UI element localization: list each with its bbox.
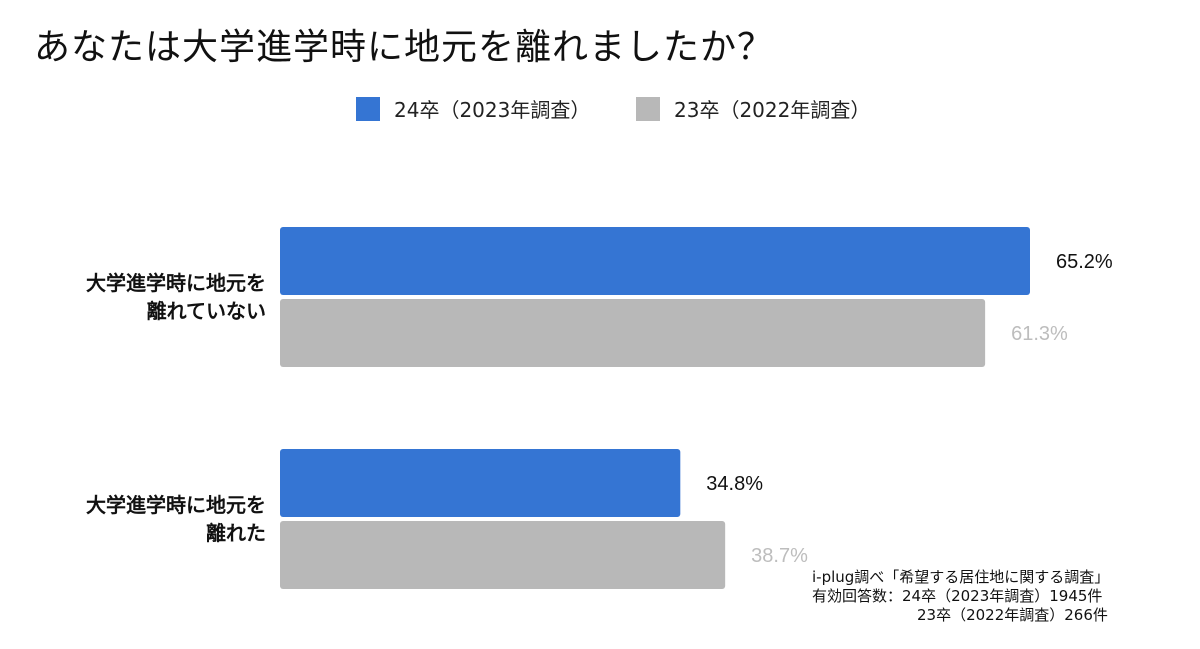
data-label-not-left-2023: 61.3% — [1011, 323, 1068, 345]
legend-item-2023: 23卒（2022年調査） — [636, 94, 870, 123]
legend-label-2023: 23卒（2022年調査） — [674, 98, 871, 122]
legend-swatch-2024 — [356, 96, 380, 121]
data-label-not-left-2024: 65.2% — [1056, 251, 1113, 273]
bar-not-left-2024 — [280, 227, 1030, 295]
legend: 24卒（2023年調査） 23卒（2022年調査） — [0, 94, 1200, 126]
category-label-line: 離れた — [206, 521, 266, 545]
data-label-left-2023: 38.7% — [751, 545, 808, 567]
category-label-line: 大学進学時に地元を — [86, 271, 266, 295]
category-label-not-left: 大学進学時に地元を離れていない — [86, 271, 266, 323]
source-note-line2: 有効回答数：24卒（2023年調査）1945件 — [812, 587, 1103, 605]
source-note-line1: i-plug調べ「希望する居住地に関する調査」 — [812, 568, 1110, 586]
legend-item-2024: 24卒（2023年調査） — [356, 94, 590, 123]
category-label-line: 大学進学時に地元を — [86, 493, 266, 517]
bar-not-left-2023 — [280, 299, 986, 367]
source-note-line3: 23卒（2022年調査）266件 — [812, 606, 1108, 624]
source-note: i-plug調べ「希望する居住地に関する調査」 有効回答数：24卒（2023年調… — [812, 568, 1109, 625]
legend-swatch-2023 — [636, 96, 660, 121]
category-label-line: 離れていない — [147, 299, 266, 323]
legend-label-2024: 24卒（2023年調査） — [394, 98, 591, 122]
chart-title: あなたは大学進学時に地元を離れましたか？ — [34, 27, 775, 68]
bar-left-2024 — [280, 449, 681, 517]
category-label-left: 大学進学時に地元を離れた — [86, 493, 266, 545]
bar-left-2023 — [280, 521, 726, 589]
data-label-left-2024: 34.8% — [706, 473, 763, 495]
